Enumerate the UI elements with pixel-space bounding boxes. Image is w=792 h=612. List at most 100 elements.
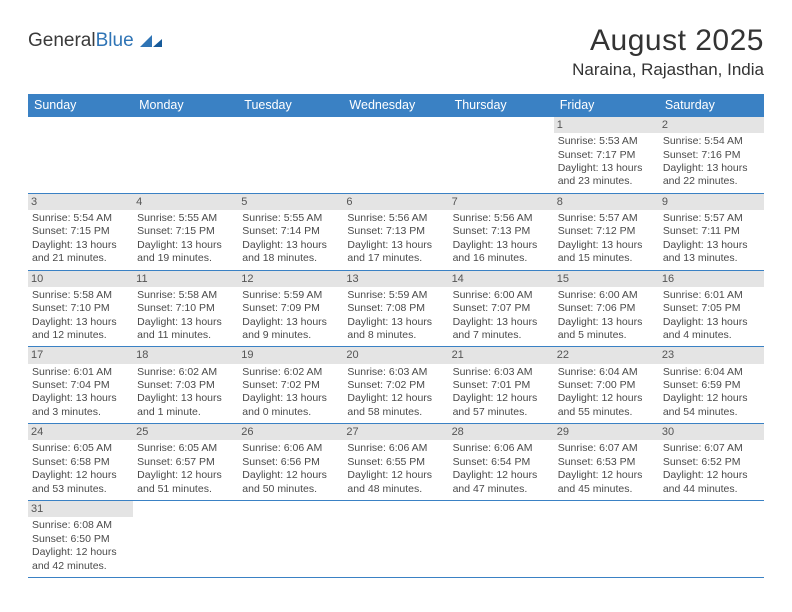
sunset-line: Sunset: 7:12 PM (558, 225, 655, 238)
empty-cell (238, 501, 343, 577)
week-row: 17Sunrise: 6:01 AMSunset: 7:04 PMDayligh… (28, 347, 764, 424)
day-cell: 16Sunrise: 6:01 AMSunset: 7:05 PMDayligh… (659, 271, 764, 347)
sunset-line: Sunset: 6:52 PM (663, 456, 760, 469)
day-cell: 29Sunrise: 6:07 AMSunset: 6:53 PMDayligh… (554, 424, 659, 500)
day-cell: 27Sunrise: 6:06 AMSunset: 6:55 PMDayligh… (343, 424, 448, 500)
daylight-line: Daylight: 13 hours and 23 minutes. (558, 162, 655, 189)
day-number: 9 (659, 194, 764, 210)
empty-cell (554, 501, 659, 577)
day-number: 26 (238, 424, 343, 440)
day-number: 10 (28, 271, 133, 287)
sunset-line: Sunset: 7:02 PM (242, 379, 339, 392)
day-number: 8 (554, 194, 659, 210)
daylight-line: Daylight: 13 hours and 22 minutes. (663, 162, 760, 189)
day-cell: 20Sunrise: 6:03 AMSunset: 7:02 PMDayligh… (343, 347, 448, 423)
day-number: 18 (133, 347, 238, 363)
day-number: 17 (28, 347, 133, 363)
day-number: 1 (554, 117, 659, 133)
sunrise-line: Sunrise: 5:56 AM (347, 212, 444, 225)
sunset-line: Sunset: 7:02 PM (347, 379, 444, 392)
daylight-line: Daylight: 12 hours and 58 minutes. (347, 392, 444, 419)
sunrise-line: Sunrise: 6:01 AM (663, 289, 760, 302)
daylight-line: Daylight: 12 hours and 57 minutes. (453, 392, 550, 419)
daylight-line: Daylight: 12 hours and 42 minutes. (32, 546, 129, 573)
sunset-line: Sunset: 6:54 PM (453, 456, 550, 469)
sunset-line: Sunset: 7:06 PM (558, 302, 655, 315)
daylight-line: Daylight: 12 hours and 51 minutes. (137, 469, 234, 496)
day-number: 7 (449, 194, 554, 210)
sunset-line: Sunset: 7:11 PM (663, 225, 760, 238)
week-row: 24Sunrise: 6:05 AMSunset: 6:58 PMDayligh… (28, 424, 764, 501)
sunset-line: Sunset: 6:59 PM (663, 379, 760, 392)
day-cell: 19Sunrise: 6:02 AMSunset: 7:02 PMDayligh… (238, 347, 343, 423)
sunrise-line: Sunrise: 5:58 AM (137, 289, 234, 302)
day-number: 12 (238, 271, 343, 287)
daylight-line: Daylight: 13 hours and 1 minute. (137, 392, 234, 419)
day-cell: 17Sunrise: 6:01 AMSunset: 7:04 PMDayligh… (28, 347, 133, 423)
weekday-monday: Monday (133, 94, 238, 117)
sunrise-line: Sunrise: 5:59 AM (242, 289, 339, 302)
day-cell: 5Sunrise: 5:55 AMSunset: 7:14 PMDaylight… (238, 194, 343, 270)
day-cell: 7Sunrise: 5:56 AMSunset: 7:13 PMDaylight… (449, 194, 554, 270)
weekday-friday: Friday (554, 94, 659, 117)
sunset-line: Sunset: 7:01 PM (453, 379, 550, 392)
daylight-line: Daylight: 13 hours and 17 minutes. (347, 239, 444, 266)
empty-cell (28, 117, 133, 193)
day-number: 27 (343, 424, 448, 440)
day-number: 31 (28, 501, 133, 517)
empty-cell (133, 501, 238, 577)
weekday-tuesday: Tuesday (238, 94, 343, 117)
sunrise-line: Sunrise: 6:06 AM (242, 442, 339, 455)
daylight-line: Daylight: 12 hours and 45 minutes. (558, 469, 655, 496)
daylight-line: Daylight: 13 hours and 11 minutes. (137, 316, 234, 343)
day-number: 16 (659, 271, 764, 287)
empty-cell (449, 117, 554, 193)
sunrise-line: Sunrise: 6:07 AM (663, 442, 760, 455)
sunrise-line: Sunrise: 5:58 AM (32, 289, 129, 302)
title-block: August 2025 Naraina, Rajasthan, India (572, 24, 764, 80)
sunrise-line: Sunrise: 5:57 AM (663, 212, 760, 225)
daylight-line: Daylight: 12 hours and 47 minutes. (453, 469, 550, 496)
day-cell: 4Sunrise: 5:55 AMSunset: 7:15 PMDaylight… (133, 194, 238, 270)
sunrise-line: Sunrise: 5:54 AM (663, 135, 760, 148)
day-number: 14 (449, 271, 554, 287)
daylight-line: Daylight: 12 hours and 55 minutes. (558, 392, 655, 419)
sunset-line: Sunset: 7:00 PM (558, 379, 655, 392)
daylight-line: Daylight: 13 hours and 8 minutes. (347, 316, 444, 343)
daylight-line: Daylight: 12 hours and 44 minutes. (663, 469, 760, 496)
sunset-line: Sunset: 7:04 PM (32, 379, 129, 392)
sunrise-line: Sunrise: 5:59 AM (347, 289, 444, 302)
day-number: 25 (133, 424, 238, 440)
sunrise-line: Sunrise: 6:06 AM (453, 442, 550, 455)
sunset-line: Sunset: 7:05 PM (663, 302, 760, 315)
sunrise-line: Sunrise: 6:03 AM (347, 366, 444, 379)
day-cell: 2Sunrise: 5:54 AMSunset: 7:16 PMDaylight… (659, 117, 764, 193)
day-cell: 8Sunrise: 5:57 AMSunset: 7:12 PMDaylight… (554, 194, 659, 270)
day-number: 24 (28, 424, 133, 440)
day-cell: 10Sunrise: 5:58 AMSunset: 7:10 PMDayligh… (28, 271, 133, 347)
daylight-line: Daylight: 13 hours and 7 minutes. (453, 316, 550, 343)
day-cell: 31Sunrise: 6:08 AMSunset: 6:50 PMDayligh… (28, 501, 133, 577)
day-cell: 18Sunrise: 6:02 AMSunset: 7:03 PMDayligh… (133, 347, 238, 423)
day-number: 4 (133, 194, 238, 210)
sunrise-line: Sunrise: 6:02 AM (242, 366, 339, 379)
empty-cell (238, 117, 343, 193)
month-title: August 2025 (572, 24, 764, 58)
sunset-line: Sunset: 6:57 PM (137, 456, 234, 469)
sunrise-line: Sunrise: 5:55 AM (242, 212, 339, 225)
day-number: 19 (238, 347, 343, 363)
weekday-saturday: Saturday (659, 94, 764, 117)
day-cell: 15Sunrise: 6:00 AMSunset: 7:06 PMDayligh… (554, 271, 659, 347)
sunset-line: Sunset: 6:58 PM (32, 456, 129, 469)
sunrise-line: Sunrise: 6:05 AM (32, 442, 129, 455)
daylight-line: Daylight: 12 hours and 53 minutes. (32, 469, 129, 496)
empty-cell (659, 501, 764, 577)
weekday-wednesday: Wednesday (343, 94, 448, 117)
day-cell: 6Sunrise: 5:56 AMSunset: 7:13 PMDaylight… (343, 194, 448, 270)
sunset-line: Sunset: 6:56 PM (242, 456, 339, 469)
day-cell: 14Sunrise: 6:00 AMSunset: 7:07 PMDayligh… (449, 271, 554, 347)
sunrise-line: Sunrise: 6:03 AM (453, 366, 550, 379)
day-cell: 9Sunrise: 5:57 AMSunset: 7:11 PMDaylight… (659, 194, 764, 270)
daylight-line: Daylight: 13 hours and 16 minutes. (453, 239, 550, 266)
sunrise-line: Sunrise: 6:04 AM (663, 366, 760, 379)
